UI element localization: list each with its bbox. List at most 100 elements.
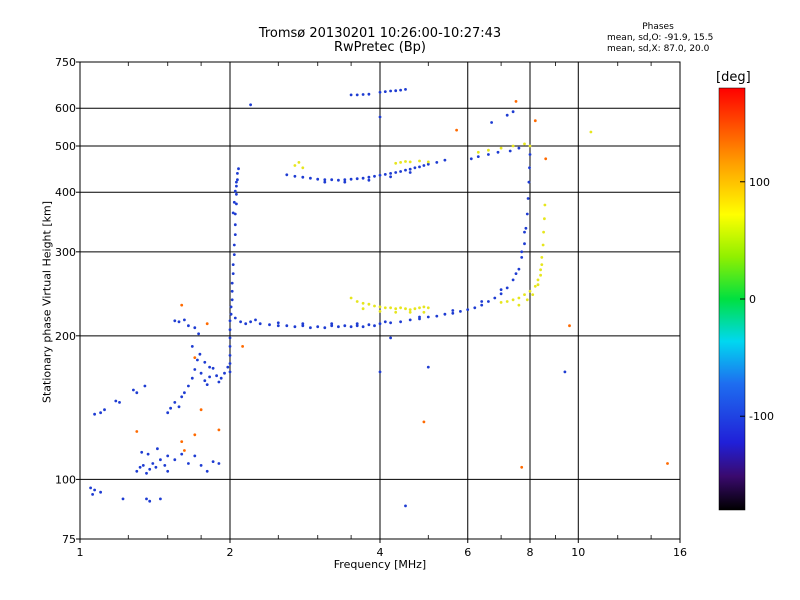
data-points [89,88,669,508]
data-point [383,306,387,310]
data-point [293,164,297,167]
colorbar-unit-label: [deg] [716,70,751,85]
data-point [496,150,500,154]
data-point [145,497,148,501]
data-point [520,250,524,254]
data-point [459,310,462,313]
data-point [349,177,353,181]
data-point [228,362,232,365]
data-point [523,230,526,234]
data-point [589,130,593,134]
data-point [232,243,236,247]
data-point [399,161,402,164]
data-point [389,321,392,325]
data-point [230,298,234,302]
colorbar-ticks: 100 0 -100 [740,176,774,423]
data-point [517,146,521,150]
data-point [228,336,232,340]
data-point [355,324,359,328]
data-point [389,306,392,310]
data-point [367,178,371,182]
data-point [528,144,532,148]
data-point [426,162,430,166]
data-point [480,300,484,303]
data-point [473,306,477,310]
y-tick-label: 75 [62,533,76,546]
data-point [355,93,359,97]
data-point [367,175,371,179]
data-point [480,303,484,307]
chart-title: Tromsø 20130201 10:26:00-10:27:43 [258,26,502,41]
data-point [443,158,447,162]
data-point [183,391,186,395]
data-point [361,176,365,180]
data-point [211,460,215,463]
data-point [190,345,194,348]
data-point [169,406,173,410]
data-point [166,469,170,473]
colorbar-tick-label: 100 [749,176,770,189]
data-point [523,142,526,146]
data-point [231,272,235,275]
x-tick-label: 1 [77,546,84,559]
data-point [268,323,271,327]
data-point [226,365,230,369]
data-point [293,325,297,329]
data-point [378,370,382,374]
data-point [541,243,545,247]
data-point [349,296,353,300]
y-tick-label: 500 [55,140,76,153]
data-point [180,452,184,456]
data-point [540,263,544,266]
colorbar-tick-label: -100 [749,410,774,423]
data-point [505,300,509,303]
data-point [241,345,245,348]
stats-heading: Phases [642,22,674,32]
data-point [378,322,382,326]
data-point [145,471,148,475]
data-point [426,315,430,319]
colorbar-tick-label: 0 [749,293,756,306]
data-point [533,284,537,288]
y-tick-label: 100 [55,473,76,486]
data-point [413,166,417,170]
data-point [135,469,139,473]
data-point [180,440,184,443]
data-point [536,278,540,282]
data-point [229,305,233,309]
data-point [330,322,334,326]
data-point [378,310,382,313]
data-point [514,272,518,275]
data-point [533,119,537,123]
data-point [539,273,542,277]
data-point [193,326,197,330]
data-point [490,121,493,124]
data-point [159,497,162,501]
data-point [361,93,365,96]
data-point [323,326,327,330]
data-point [451,311,455,315]
data-point [418,315,421,319]
data-point [235,184,238,188]
data-point [399,306,402,310]
data-point [219,376,223,380]
data-point [193,368,197,371]
data-point [237,167,240,171]
data-point [114,399,118,403]
data-point [487,148,490,152]
data-point [422,420,426,424]
data-point [203,360,207,364]
x-tick-label: 10 [571,546,585,559]
data-point [404,307,407,311]
data-point [199,371,203,375]
data-point [89,486,92,490]
data-point [349,325,353,329]
data-point [135,391,139,395]
data-point [399,88,402,92]
data-point [404,504,407,508]
data-point [418,306,421,310]
data-point [511,144,515,148]
data-point [233,223,237,227]
data-point [228,354,232,357]
